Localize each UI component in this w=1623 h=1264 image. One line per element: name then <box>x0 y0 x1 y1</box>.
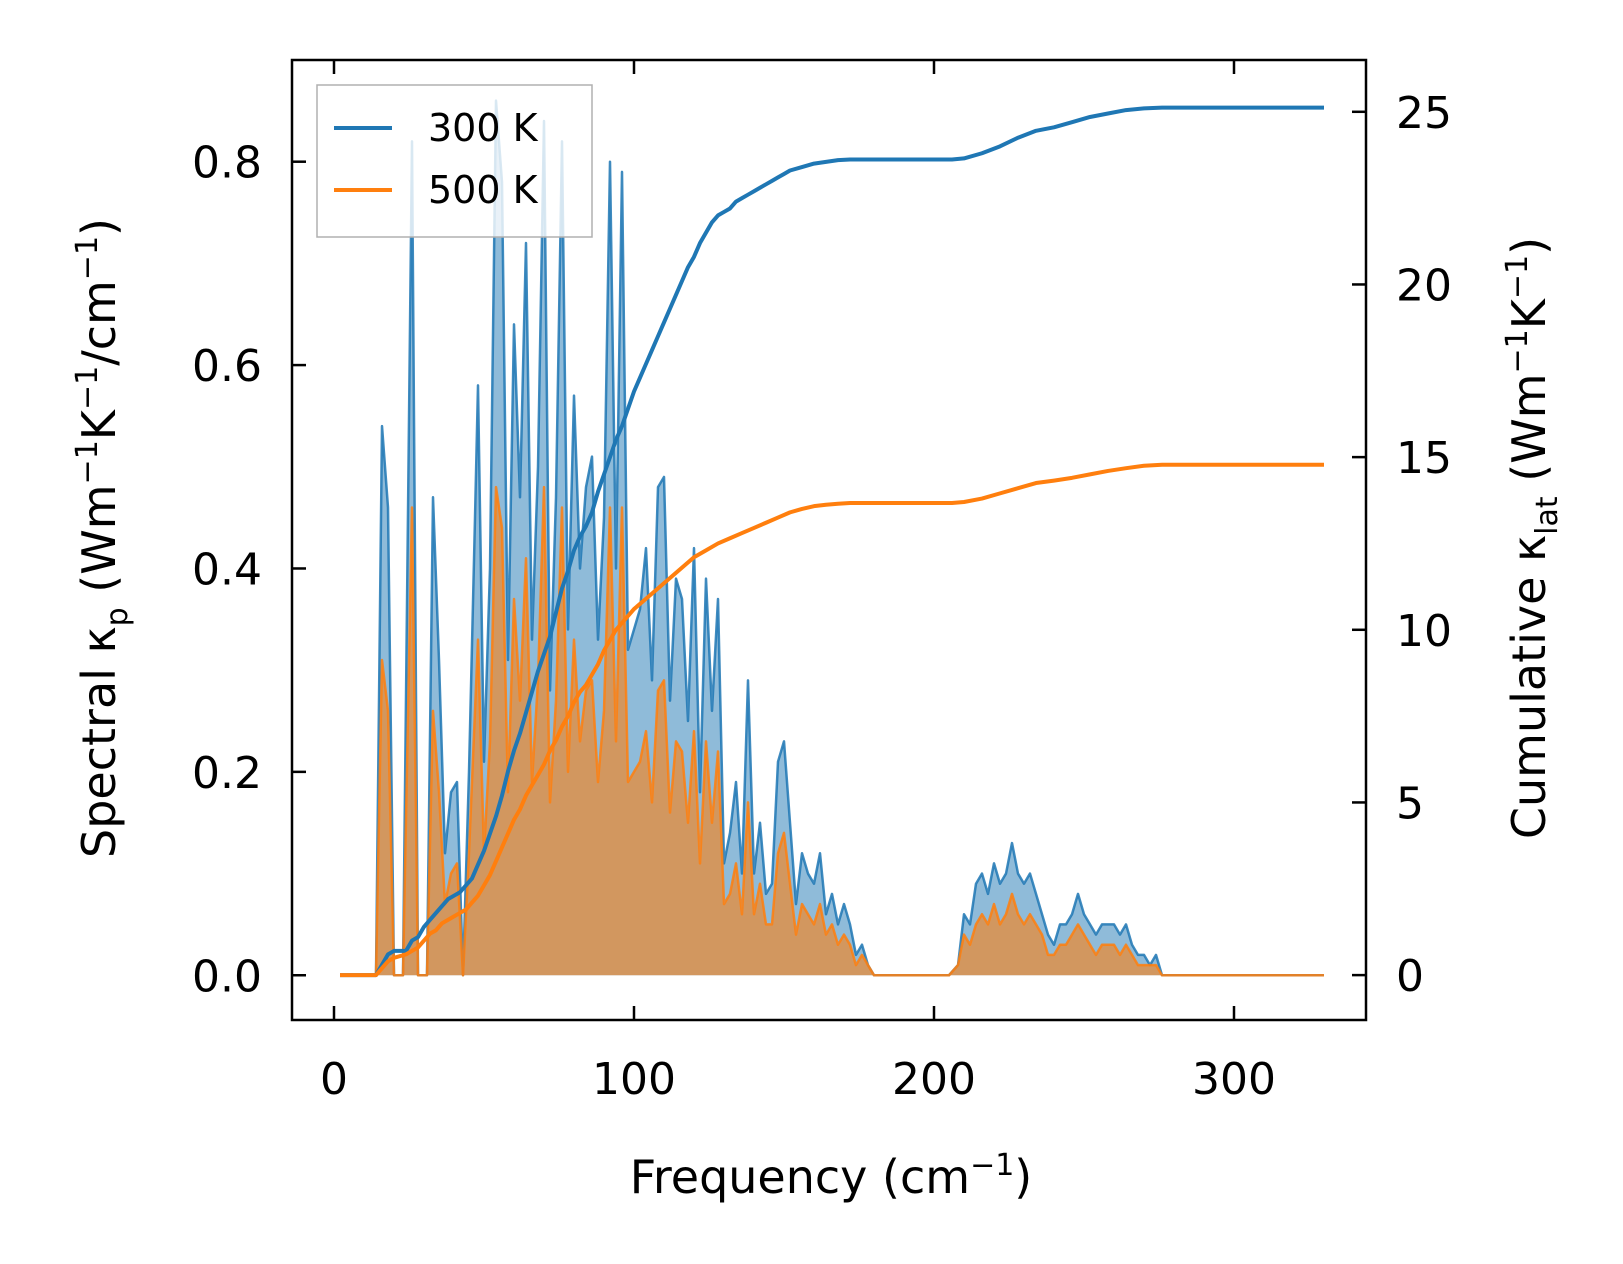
x-axis-label-text: Frequency (cm <box>630 1150 970 1204</box>
y-left-tick-label: 0.2 <box>192 748 262 799</box>
y-left-tick-label: 0.6 <box>192 341 262 392</box>
y-right-axis-label: Cumulative κlat (Wm−1K−1) <box>1500 237 1565 839</box>
y-left-label-sub: p <box>100 607 135 626</box>
y-left-tick-label: 0.0 <box>192 951 262 1002</box>
y-right-tick-label: 10 <box>1396 606 1452 657</box>
spectral-area-500-k <box>340 487 1324 976</box>
y-left-axis-ticks: 0.0 0.2 0.4 0.6 0.8 <box>192 138 306 1002</box>
x-tick-label: 200 <box>892 1054 976 1105</box>
y-left-tick-label: 0.4 <box>192 544 262 595</box>
x-tick-label: 100 <box>592 1054 676 1105</box>
plot-frame <box>290 58 1368 1022</box>
y-right-label-mid1: (Wm <box>1502 373 1556 496</box>
y-right-tick-label: 0 <box>1396 951 1424 1002</box>
y-right-label-mid2: K <box>1502 297 1556 329</box>
y-left-label-sup3: −1 <box>70 236 105 280</box>
y-right-label-sup2: −1 <box>1500 255 1535 299</box>
y-left-label-tail: ) <box>72 218 126 236</box>
legend: 300 K 500 K <box>316 84 593 238</box>
legend-label: 300 K <box>428 106 539 150</box>
legend-box <box>316 84 593 238</box>
y-right-label-sub: lat <box>1530 496 1565 535</box>
y-left-label-mid2: K <box>72 408 126 440</box>
spectral-line-500-k <box>340 485 1324 977</box>
y-right-label-pre: Cumulative κ <box>1502 535 1556 839</box>
y-right-tick-label: 25 <box>1396 88 1452 139</box>
y-left-label-sup2: −1 <box>70 366 105 410</box>
y-left-label-mid1: (Wm <box>72 484 126 607</box>
x-axis-ticks: 0 100 200 300 <box>320 60 1276 1105</box>
y-right-label-sup1: −1 <box>1500 329 1535 373</box>
y-left-axis-label: Spectral κp (Wm−1K−1/cm−1) <box>70 218 135 858</box>
y-left-label-sup1: −1 <box>70 440 105 484</box>
y-left-label-pre: Spectral κ <box>72 626 126 858</box>
y-right-tick-label: 15 <box>1396 433 1452 484</box>
x-axis-label-tail: ) <box>1014 1150 1032 1204</box>
x-tick-label: 300 <box>1192 1054 1276 1105</box>
legend-label: 500 K <box>428 168 539 212</box>
x-axis-label: Frequency (cm−1) <box>630 1148 1033 1204</box>
y-right-tick-label: 20 <box>1396 260 1452 311</box>
series-layer <box>340 99 1324 978</box>
x-axis-label-sup: −1 <box>970 1148 1014 1183</box>
y-right-axis-ticks: 0 5 10 15 20 25 <box>1352 88 1452 1002</box>
y-right-label-tail: ) <box>1502 237 1556 255</box>
cumulative-line-500-k <box>340 462 1324 978</box>
y-left-label-mid3: /cm <box>72 280 126 366</box>
y-left-tick-label: 0.8 <box>192 138 262 189</box>
cumulative-line-300-k <box>340 105 1324 978</box>
x-tick-label: 0 <box>320 1054 348 1105</box>
y-right-tick-label: 5 <box>1396 778 1424 829</box>
